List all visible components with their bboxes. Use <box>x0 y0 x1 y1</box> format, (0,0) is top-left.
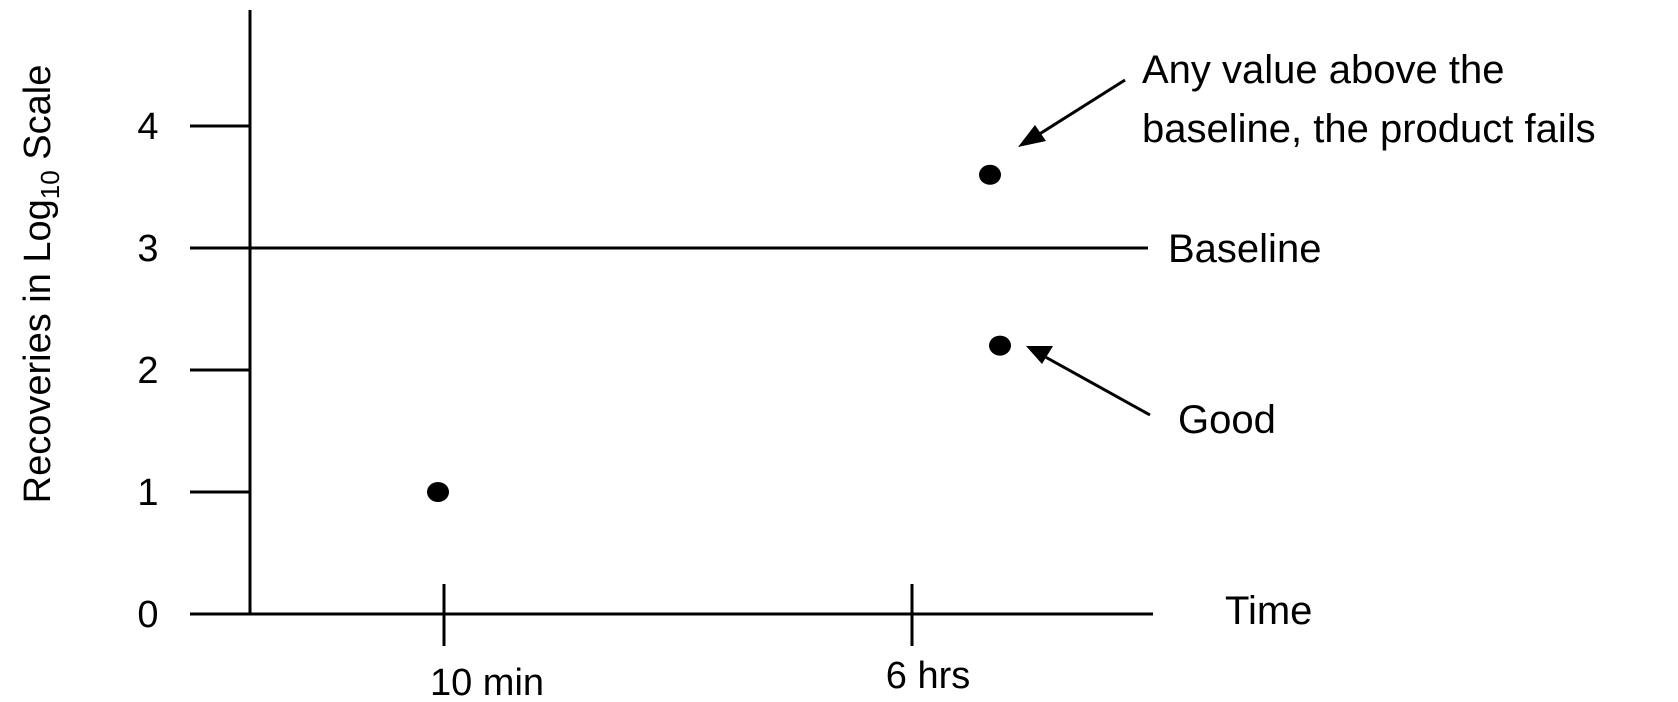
data-point-2 <box>989 335 1011 356</box>
y-tick-label-1: 1 <box>137 472 158 514</box>
x-axis-title: Time <box>1225 589 1312 633</box>
fail-arrow-head <box>1018 125 1046 147</box>
data-point-0 <box>427 482 449 502</box>
fail-annotation: Any value above the baseline, the produc… <box>1142 48 1596 151</box>
good-arrow-head <box>1026 346 1053 364</box>
y-axis-title: Recoveries in Log10 Scale <box>17 65 65 504</box>
x-ticks: 10 min 6 hrs <box>430 584 970 702</box>
baseline-label: Baseline <box>1168 227 1321 271</box>
good-annotation: Good <box>1178 398 1276 442</box>
y-ticks: 0 1 2 3 4 <box>137 106 250 636</box>
good-arrow-shaft <box>1039 352 1151 417</box>
fail-annotation-line2: baseline, the product fails <box>1142 107 1596 151</box>
x-tick-label-0: 10 min <box>430 662 544 702</box>
y-tick-label-0: 0 <box>137 594 158 636</box>
y-axis-title-subscript: 10 <box>35 170 65 199</box>
y-tick-label-2: 2 <box>137 350 158 392</box>
x-tick-label-1: 6 hrs <box>886 655 970 697</box>
data-points <box>427 164 1011 502</box>
fail-annotation-line1: Any value above the <box>1142 48 1504 92</box>
y-axis-title-main: Recoveries in Log <box>17 199 59 503</box>
fail-arrow-shaft <box>1029 78 1126 142</box>
y-tick-label-3: 3 <box>137 228 158 270</box>
y-axis-title-suffix: Scale <box>17 65 59 171</box>
y-tick-label-4: 4 <box>137 106 158 148</box>
data-point-1 <box>979 164 1001 185</box>
